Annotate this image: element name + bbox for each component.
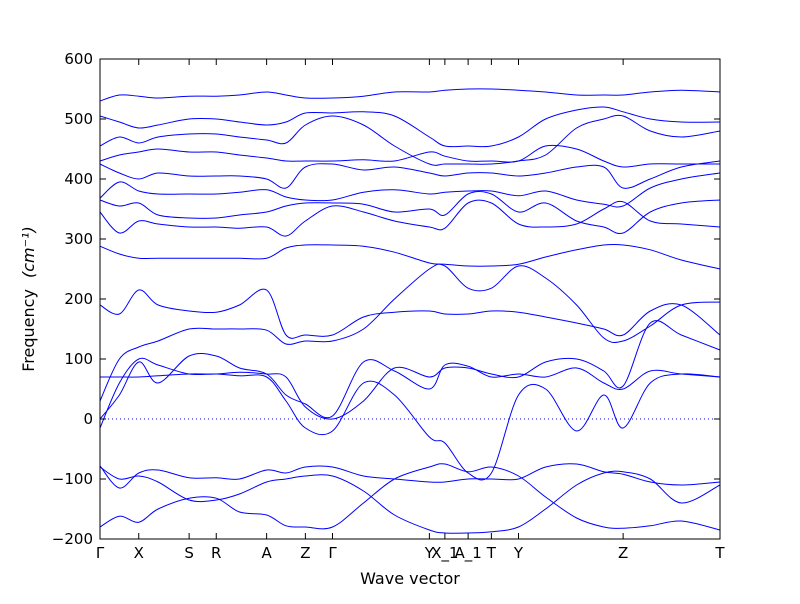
x-tick-label: X_1 xyxy=(431,544,458,563)
band-line-2 xyxy=(99,466,721,534)
y-tick-label: 300 xyxy=(64,230,93,248)
x-tick-label: X xyxy=(134,544,144,562)
x-tick-label: R xyxy=(211,544,221,562)
band-line-1 xyxy=(99,463,721,531)
band-line-12 xyxy=(99,172,721,208)
y-axis-label-unit: (cm⁻¹) xyxy=(19,226,38,278)
x-axis-label: Wave vector xyxy=(360,569,460,588)
x-tick-label: A_1 xyxy=(454,544,481,563)
band-line-16 xyxy=(99,106,721,148)
y-tick-label: −100 xyxy=(52,470,93,488)
y-axis-label-text: Frequency xyxy=(19,289,38,372)
band-line-17 xyxy=(99,88,721,102)
series-layer xyxy=(99,88,721,534)
x-tick-label: Γ xyxy=(96,544,105,562)
x-tick-label: T xyxy=(714,544,725,562)
x-tick-label: Y xyxy=(513,544,524,562)
x-tick-label: T xyxy=(486,544,497,562)
x-tick-label: Γ xyxy=(328,544,337,562)
band-line-15 xyxy=(99,114,721,166)
x-tick-label: A xyxy=(261,544,272,562)
band-line-7 xyxy=(99,263,721,402)
y-tick-label: −200 xyxy=(52,530,93,548)
x-tick-label: Z xyxy=(300,544,310,562)
band-line-5 xyxy=(99,352,721,420)
band-line-9 xyxy=(99,243,721,270)
band-line-14 xyxy=(99,144,720,168)
x-tick-label: Y xyxy=(424,544,435,562)
band-line-3 xyxy=(99,463,721,489)
plot-frame xyxy=(99,58,721,540)
y-tick-label: 0 xyxy=(83,410,93,428)
band-line-11 xyxy=(99,191,721,235)
x-tick-label: Z xyxy=(618,544,628,562)
y-tick-label: 600 xyxy=(64,50,93,68)
y-tick-label: 400 xyxy=(64,170,93,188)
y-tick-label: 500 xyxy=(64,110,93,128)
band-line-13 xyxy=(99,160,721,189)
y-tick-label: 200 xyxy=(64,290,93,308)
band-line-8 xyxy=(99,288,721,339)
x-tick-label: S xyxy=(184,544,194,562)
band-line-6 xyxy=(100,320,721,420)
y-tick-label: 100 xyxy=(64,350,93,368)
band-line-10 xyxy=(99,199,721,237)
y-axis-label: Frequency (cm⁻¹) xyxy=(19,226,38,371)
